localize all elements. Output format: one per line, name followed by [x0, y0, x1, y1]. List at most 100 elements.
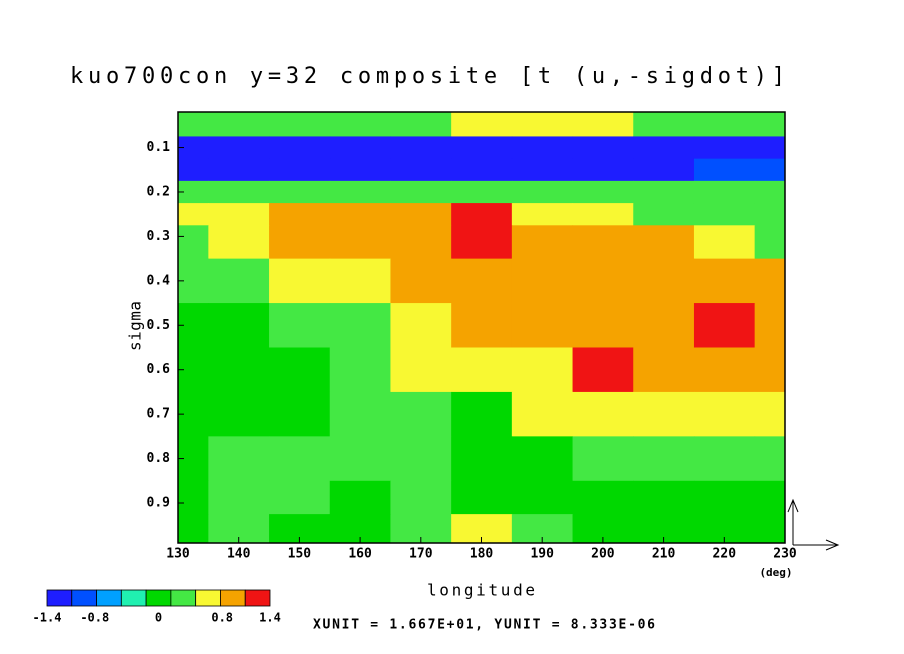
field-cell: [693, 436, 756, 482]
field-cell: [754, 436, 786, 482]
field-cell: [269, 258, 331, 304]
x-tick-label: 180: [470, 547, 494, 562]
field-cell: [451, 480, 513, 515]
field-cell: [329, 391, 391, 437]
field-cell: [633, 391, 695, 437]
field-cell: [451, 303, 513, 348]
field-cell: [208, 225, 270, 260]
field-cell: [329, 203, 391, 226]
field-cell: [178, 112, 209, 137]
field-cell: [511, 158, 574, 182]
field-cell: [754, 514, 786, 544]
field-cell: [693, 225, 756, 260]
field-cell: [269, 225, 331, 260]
x-axis-label: longitude: [427, 581, 535, 600]
colorbar-box: [195, 589, 221, 607]
x-tick-label: 130: [166, 547, 190, 562]
field-cell: [633, 258, 695, 304]
field-cell: [633, 158, 695, 182]
field-cell: [329, 180, 391, 204]
colorbar-box: [220, 589, 246, 607]
field-cell: [390, 136, 452, 160]
x-tick-label: 220: [713, 547, 737, 562]
field-cell: [754, 258, 786, 304]
field-cell: [754, 136, 786, 160]
field-cell: [451, 203, 513, 226]
field-cell: [511, 112, 574, 137]
field-cell: [511, 303, 574, 348]
field-cell: [390, 436, 452, 482]
field-cell: [451, 258, 513, 304]
field-cell: [451, 136, 513, 160]
field-cell: [329, 225, 391, 260]
x-tick-label: 150: [288, 547, 312, 562]
field-cell: [693, 303, 756, 348]
field-cell: [511, 203, 574, 226]
field-cell: [329, 112, 391, 137]
y-tick-label: 0.5: [147, 318, 170, 333]
field-cell: [208, 112, 270, 137]
colorbar-box: [46, 589, 73, 607]
field-cell: [390, 225, 452, 260]
field-cell: [208, 258, 270, 304]
field-cell: [693, 112, 756, 137]
field-cell: [572, 203, 634, 226]
field-cell: [572, 158, 634, 182]
field-cell: [572, 303, 634, 348]
field-cell: [269, 480, 331, 515]
field-cell: [208, 436, 270, 482]
field-cell: [178, 180, 209, 204]
field-cell: [269, 391, 331, 437]
x-unit: (deg): [759, 566, 792, 579]
field-cell: [693, 158, 756, 182]
y-tick-label: 0.4: [147, 273, 171, 288]
field-cell: [208, 158, 270, 182]
colorbar-box: [120, 589, 147, 607]
field-cell: [754, 225, 786, 260]
colorbar-box: [96, 589, 122, 607]
field-cell: [451, 158, 513, 182]
colorbar-box: [145, 589, 172, 607]
field-cell: [390, 480, 452, 515]
field-cell: [329, 258, 391, 304]
field-cell: [693, 180, 756, 204]
field-cell: [451, 436, 513, 482]
field-cell: [329, 136, 391, 160]
field-cell: [633, 436, 695, 482]
field-cell: [633, 347, 695, 393]
field-cell: [754, 158, 786, 182]
field-cell: [754, 347, 786, 393]
x-tick-label: 160: [348, 547, 372, 562]
field-cell: [390, 347, 452, 393]
field-cell: [390, 203, 452, 226]
colorbar-box: [71, 589, 97, 607]
field-cell: [269, 136, 331, 160]
x-tick-label: 230: [773, 547, 797, 562]
field-cell: [178, 480, 209, 515]
field-cell: [754, 391, 786, 437]
chart-title: kuo700con y=32 composite [t (u,-sigdot)]: [70, 64, 785, 89]
field: [178, 112, 786, 544]
field-cell: [269, 203, 331, 226]
field-cell: [208, 480, 270, 515]
field-cell: [269, 303, 331, 348]
field-cell: [633, 203, 695, 226]
y-tick-label: 0.6: [147, 362, 171, 377]
y-tick-label: 0.9: [147, 496, 170, 511]
y-axis-label: sigma: [126, 301, 145, 351]
colorbar-label: -1.4: [33, 611, 62, 625]
field-cell: [754, 480, 786, 515]
field-cell: [329, 158, 391, 182]
colorbar-box: [170, 589, 197, 607]
field-cell: [451, 225, 513, 260]
field-cell: [451, 347, 513, 393]
field-cell: [511, 480, 574, 515]
field-cell: [269, 180, 331, 204]
colorbar-label: -0.8: [80, 611, 109, 625]
field-cell: [208, 203, 270, 226]
field-cell: [633, 225, 695, 260]
field-cell: [451, 180, 513, 204]
field-cell: [572, 391, 634, 437]
field-cell: [178, 136, 209, 160]
